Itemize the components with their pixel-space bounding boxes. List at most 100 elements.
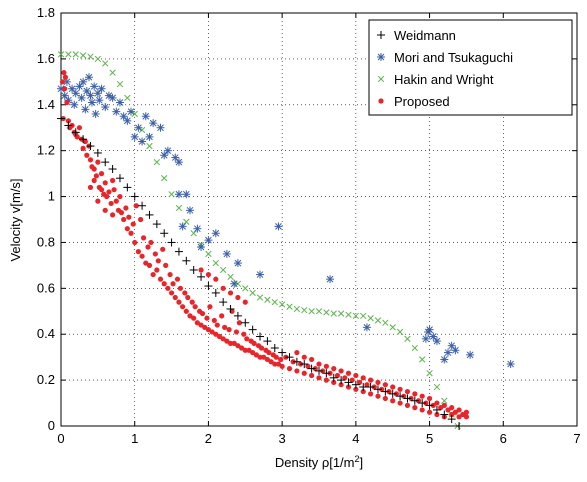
data-point — [135, 249, 141, 255]
data-point — [149, 119, 158, 128]
series-layer — [57, 51, 515, 430]
data-point — [227, 290, 234, 296]
data-point — [145, 210, 154, 219]
data-point — [432, 405, 441, 414]
data-point — [178, 222, 187, 231]
data-point — [315, 366, 323, 375]
data-point — [278, 301, 286, 308]
data-point — [101, 158, 110, 167]
data-point — [126, 214, 132, 220]
data-point — [307, 364, 316, 373]
data-point — [213, 276, 219, 282]
data-point — [62, 74, 69, 80]
data-point — [171, 153, 180, 162]
data-point — [366, 382, 375, 391]
data-point — [375, 379, 381, 386]
data-point — [352, 312, 360, 320]
data-point — [337, 310, 345, 317]
data-point — [353, 372, 359, 379]
data-point — [222, 324, 228, 330]
data-point — [211, 317, 217, 324]
y-tick-label: 1.6 — [37, 51, 55, 66]
data-point — [331, 366, 337, 372]
data-point — [153, 158, 160, 166]
data-point — [183, 308, 189, 314]
data-point — [65, 118, 71, 124]
data-point — [161, 175, 168, 182]
data-point — [273, 354, 279, 360]
data-point — [345, 370, 352, 376]
data-point — [226, 327, 232, 333]
data-point — [381, 387, 390, 396]
data-point — [154, 267, 160, 273]
data-point — [326, 275, 335, 284]
y-tick-label: 0.8 — [37, 234, 55, 249]
data-point — [160, 229, 169, 238]
x-tick-label: 0 — [57, 431, 64, 446]
data-point — [174, 247, 183, 256]
data-point — [278, 356, 284, 363]
data-point — [382, 382, 388, 388]
data-point — [91, 166, 97, 172]
data-point — [64, 121, 73, 130]
x-tick-label: 4 — [352, 431, 359, 446]
data-point — [71, 128, 80, 137]
data-point — [323, 363, 329, 369]
data-point — [389, 324, 396, 331]
data-point — [183, 218, 190, 225]
data-point — [342, 375, 348, 381]
data-point — [156, 123, 165, 132]
data-point — [396, 392, 405, 401]
data-point — [152, 251, 158, 257]
data-point — [421, 334, 430, 343]
data-point — [338, 368, 344, 374]
data-point — [330, 310, 337, 317]
data-point — [87, 98, 96, 107]
legend-marker — [377, 31, 385, 39]
series-plus — [57, 114, 464, 430]
data-point — [440, 355, 449, 364]
data-point — [294, 368, 300, 374]
data-point — [87, 157, 94, 163]
data-point — [123, 116, 132, 125]
data-point — [94, 55, 102, 63]
data-point — [110, 212, 116, 218]
data-point — [81, 105, 90, 114]
data-point — [316, 375, 322, 381]
data-point — [72, 51, 79, 58]
data-point — [205, 271, 212, 278]
data-point — [134, 123, 143, 132]
data-point — [170, 281, 176, 287]
data-point — [293, 305, 301, 313]
data-point — [364, 382, 370, 388]
data-point — [374, 317, 382, 324]
data-point — [397, 400, 403, 406]
data-point — [309, 372, 315, 379]
data-point — [182, 190, 191, 199]
series-dot — [59, 70, 470, 420]
data-point — [87, 184, 94, 190]
data-point — [235, 294, 241, 301]
data-point — [211, 288, 220, 297]
data-point — [226, 304, 235, 313]
legend-marker — [378, 98, 384, 104]
data-point — [95, 96, 104, 105]
data-point — [130, 132, 139, 141]
data-point — [251, 340, 257, 346]
data-point — [286, 303, 293, 310]
data-point — [344, 378, 353, 387]
data-point — [79, 135, 88, 144]
data-point — [175, 204, 183, 212]
data-point — [85, 73, 94, 82]
data-point — [227, 340, 234, 346]
legend-marker — [377, 75, 385, 83]
data-point — [167, 238, 176, 247]
data-point — [463, 414, 470, 420]
data-point — [185, 294, 191, 301]
data-point — [57, 114, 65, 123]
data-point — [146, 142, 153, 150]
data-point — [214, 322, 220, 328]
data-point — [97, 84, 106, 93]
data-point — [286, 366, 293, 372]
data-point — [98, 171, 105, 177]
